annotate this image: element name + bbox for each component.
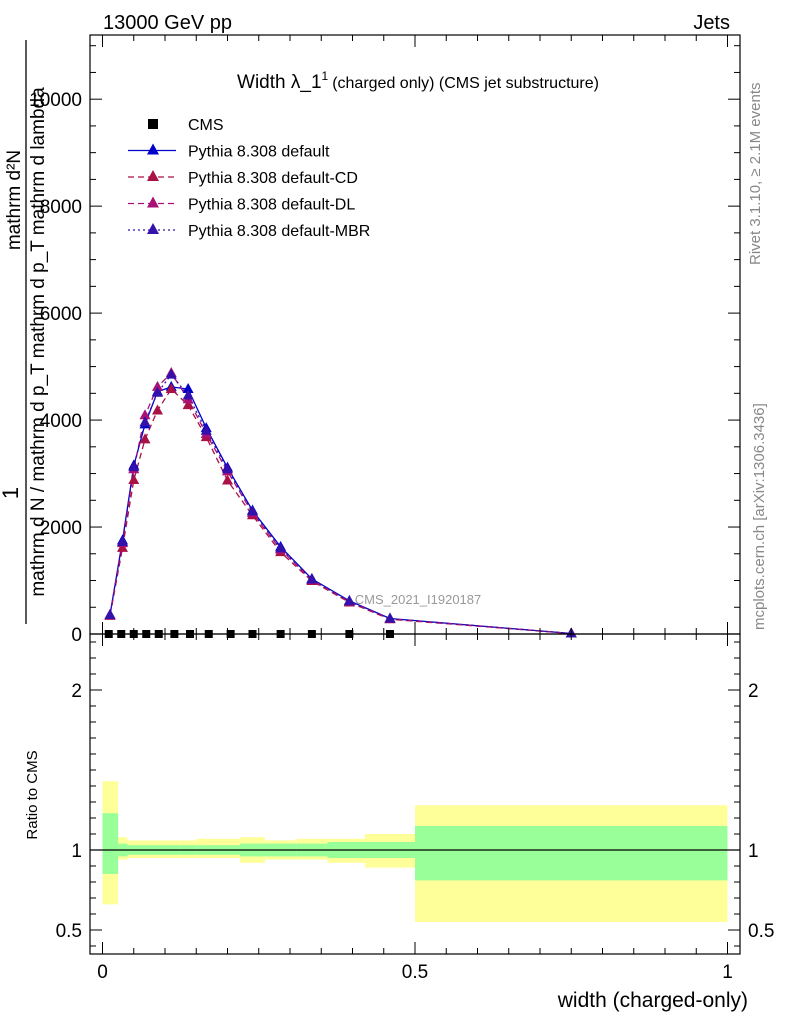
ratio-band-inner-0 [102,813,119,874]
plot-title-suffix: (charged only) (CMS jet substructure) [332,75,599,92]
main-x-ticks [102,35,728,634]
legend-marker-0 [148,119,158,129]
ratio-ytick-label-right-1: 1 [748,841,759,862]
main-ytick-label-2000: 2000 [40,518,82,539]
xtick-label-1: 1 [722,962,733,983]
series-3-point-11 [306,573,318,584]
series-1-point-4 [152,404,163,415]
xtick-label-0: 0 [97,962,108,983]
watermark: CMS_2021_I1920187 [355,592,482,607]
ratio-y-ticks: 0.5 0.5 1 1 2 2 [56,641,774,947]
y-axis-label-line1: 1 [0,487,23,499]
main-ytick-label-0: 0 [71,625,82,646]
series-3-point-10 [275,542,287,553]
series-line-1 [109,388,572,635]
series-3-point-7 [200,424,212,435]
x-axis-label: width (charged-only) [557,989,748,1012]
series-3-point-4 [152,386,163,397]
series-3-point-3 [139,416,151,427]
plot-title-sup: 1 [322,69,329,83]
series-1-point-2 [128,473,140,484]
ratio-ytick-label-left-2: 2 [71,681,82,702]
main-ytick-label-6000: 6000 [40,304,82,325]
legend-marker-3 [147,196,159,208]
ratio-ytick-label-right-0.5: 0.5 [748,921,774,942]
xtick-label-0.5: 0.5 [402,962,428,983]
series-line-0 [109,386,572,635]
y-axis-label-line2: mathrm d N / mathrm d p_T mathrm d p_T m… [28,87,49,597]
series-3-point-1 [117,536,128,547]
series-line-2 [109,371,572,635]
legend: CMS Pythia 8.308 default Pythia 8.308 defa… [128,117,370,240]
legend-marker-2 [147,170,159,181]
main-plot-panel: 0 2000 4000 6000 8000 10000 [29,34,741,646]
series-0-point-6 [182,383,194,394]
ratio-ytick-label-left-1: 1 [71,841,82,862]
series-2-point-3 [139,409,151,420]
series-1-point-6 [182,399,194,410]
series-1-point-8 [222,474,233,485]
y-axis-label-main: 1 mathrm d N / mathrm d p_T mathrm d p_T… [0,40,49,624]
main-ytick-label-8000: 8000 [40,197,82,218]
side-label-rivet: Rivet 3.1.10, ≥ 2.1M events [747,83,764,266]
main-ytick-label-10000: 10000 [29,90,82,111]
main-plot-content [104,367,577,638]
legend-label-2: Pythia 8.308 default-CD [188,170,358,187]
ratio-plot-panel: 0.5 0.51 12 2 0 0.5 1 [56,633,774,983]
series-3-point-13 [384,612,396,623]
series-3-point-0 [104,609,116,620]
y-axis-label-ratio: Ratio to CMS [24,750,41,839]
legend-label-1: Pythia 8.308 default [188,144,330,161]
plot-title-main: Width λ_1 [237,72,321,93]
series-3-point-5 [165,368,177,379]
legend-marker-4 [147,223,159,234]
ratio-band-inner-14 [415,826,728,881]
header-process: Jets [693,12,730,34]
legend-label-3: Pythia 8.308 default-DL [188,197,355,214]
main-y-ticks: 0 2000 4000 6000 8000 10000 [29,45,740,646]
series-1-point-5 [165,383,177,394]
series-3-point-6 [182,389,194,400]
plot-title: Width λ_11 (charged only) (CMS jet substr… [237,69,599,93]
legend-label-0: CMS [188,117,224,134]
legend-marker-1 [147,143,159,155]
ratio-ytick-label-left-0.5: 0.5 [56,921,82,942]
series-2-point-4 [152,380,163,391]
series-line-3 [109,373,572,635]
legend-label-4: Pythia 8.308 default-MBR [188,223,370,240]
series-3-point-2 [128,461,140,472]
header-energy: 13000 GeV pp [103,12,232,34]
ratio-plot-content [90,781,740,922]
ratio-x-ticks: 0 0.5 1 [97,634,733,983]
series-3-point-8 [222,463,233,474]
ratio-ytick-label-right-2: 2 [748,681,759,702]
main-ytick-label-4000: 4000 [40,411,82,432]
y-axis-label-line3: mathrm d²N [4,150,25,250]
side-label-mcplots: mcplots.cern.ch [arXiv:1306.3436] [751,403,768,630]
series-1-point-3 [139,433,151,444]
series-3-point-9 [247,505,258,516]
series-3-point-12 [343,595,355,606]
